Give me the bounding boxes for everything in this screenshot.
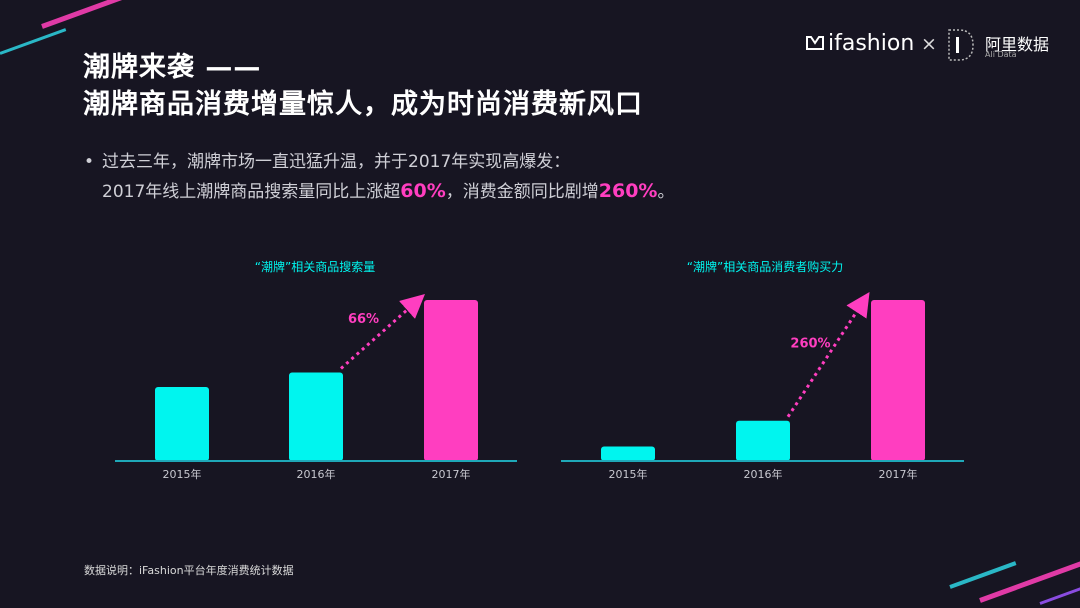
logo-separator: × [921, 33, 937, 55]
highlight-search-growth: 60% [400, 180, 446, 202]
chart-2-title: “潮牌”相关商品消费者购买力 [686, 260, 844, 274]
data-source-note: 数据说明：iFashion平台年度消费统计数据 [84, 564, 294, 577]
partner-name-en: Ali Data [985, 50, 1017, 59]
bullet-line-2-c: 。 [657, 182, 675, 202]
page-title-line1: 潮牌来袭 —— [83, 52, 262, 83]
page-title-line2: 潮牌商品消费增量惊人，成为时尚消费新风口 [83, 89, 643, 120]
bullet-line-2: 2017年线上潮牌商品搜索量同比上涨超60%，消费金额同比剧增260%。 [102, 177, 674, 207]
chart-2-growth-arrow [786, 291, 870, 418]
bullet-line-2-b: ，消费金额同比剧增 [445, 182, 599, 202]
chart-1-tick-label-3: 2017年 [432, 467, 471, 481]
bullet-line-2-a: 2017年线上潮牌商品搜索量同比上涨超 [102, 182, 401, 202]
chart-1-growth-arrow [340, 294, 425, 370]
ali-data-icon [948, 29, 974, 61]
chart-2-bar-1 [601, 446, 655, 461]
brand-name: ifashion [828, 31, 915, 56]
bullet-dot: • [84, 152, 95, 172]
bullet-line-1: 过去三年，潮牌市场一直迅猛升温，并于2017年实现高爆发： [102, 152, 571, 172]
partner-name-cn: 阿里数据 [985, 35, 1050, 54]
chart-1-bar-3 [424, 300, 478, 461]
chart-1-title: “潮牌”相关商品搜索量 [254, 260, 376, 274]
chart-1-tick-label-2: 2016年 [297, 467, 336, 481]
chart-2-growth-label: 260% [790, 336, 830, 351]
chart-2-bar-2 [736, 420, 790, 461]
bullet-text: 过去三年，潮牌市场一直迅猛升温，并于2017年实现高爆发： 2017年线上潮牌商… [102, 148, 674, 207]
brand-logo: ifashion × 阿里数据 Ali Data [805, 28, 1055, 68]
chart-2-bar-3 [871, 300, 925, 461]
heart-bag-icon [806, 36, 824, 50]
chart-1-bar-1 [155, 386, 209, 461]
chart-2-tick-label-3: 2017年 [879, 467, 918, 481]
chart-1-growth-label: 66% [348, 312, 379, 327]
chart-2-tick-label-1: 2015年 [609, 467, 648, 481]
chart-1-bar-2 [289, 372, 343, 461]
highlight-spend-growth: 260% [598, 180, 658, 202]
chart-1-tick-label-1: 2015年 [163, 467, 202, 481]
chart-2-tick-label-2: 2016年 [744, 467, 783, 481]
